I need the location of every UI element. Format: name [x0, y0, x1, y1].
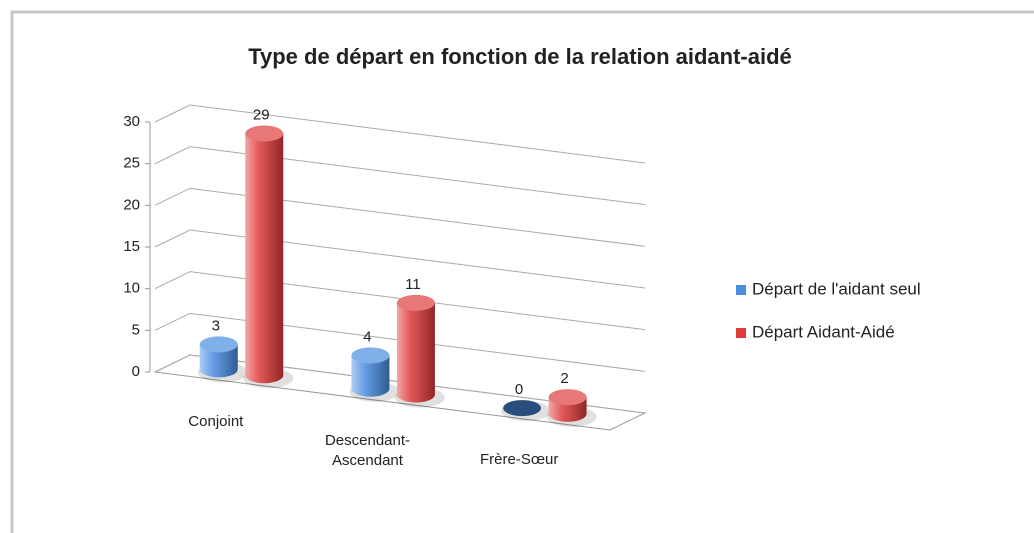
value-label: 4	[363, 328, 371, 345]
y-tick-label: 5	[132, 321, 140, 338]
bar	[546, 389, 597, 427]
chart-title: Type de départ en fonction de la relatio…	[248, 44, 792, 69]
grid-line	[154, 146, 646, 206]
bar-body	[396, 302, 435, 403]
x-tick-label: Conjoint	[188, 412, 244, 430]
bar-top	[503, 400, 542, 417]
y-tick-label: 25	[123, 155, 140, 172]
grid-line	[154, 312, 646, 372]
bar-top	[548, 389, 587, 406]
value-label: 3	[212, 317, 220, 334]
value-label: 11	[405, 276, 421, 293]
y-tick-label: 0	[132, 363, 140, 380]
bar-top	[199, 336, 238, 353]
y-tick-label: 30	[123, 113, 140, 130]
bar-top	[351, 347, 390, 364]
bar	[394, 294, 445, 408]
grid-line	[154, 187, 646, 247]
bar-top	[396, 294, 435, 311]
bar	[349, 347, 400, 402]
legend-label: Départ de l'aidant seul	[752, 279, 921, 298]
grid-line	[154, 229, 646, 289]
y-tick-label: 20	[123, 196, 140, 213]
legend-swatch	[736, 328, 746, 338]
bar	[243, 125, 294, 389]
value-label: 2	[560, 370, 568, 387]
y-tick-label: 15	[123, 238, 140, 255]
x-tick-label: Frère-Sœur	[479, 451, 559, 469]
grid-line	[154, 271, 646, 331]
legend-swatch	[736, 285, 746, 295]
value-label: 29	[253, 106, 270, 123]
bar-body	[245, 133, 284, 384]
bar	[197, 336, 248, 383]
x-tick-label: Descendant-Ascendant	[324, 432, 411, 469]
bar-top	[245, 125, 284, 142]
bar-body	[351, 355, 390, 397]
legend-label: Départ Aidant-Aidé	[752, 322, 895, 341]
bar	[501, 400, 552, 422]
grid-line	[154, 354, 646, 414]
y-tick-label: 10	[123, 280, 140, 297]
value-label: 0	[515, 381, 523, 398]
grid-line	[154, 104, 646, 164]
bar-body	[199, 344, 238, 378]
